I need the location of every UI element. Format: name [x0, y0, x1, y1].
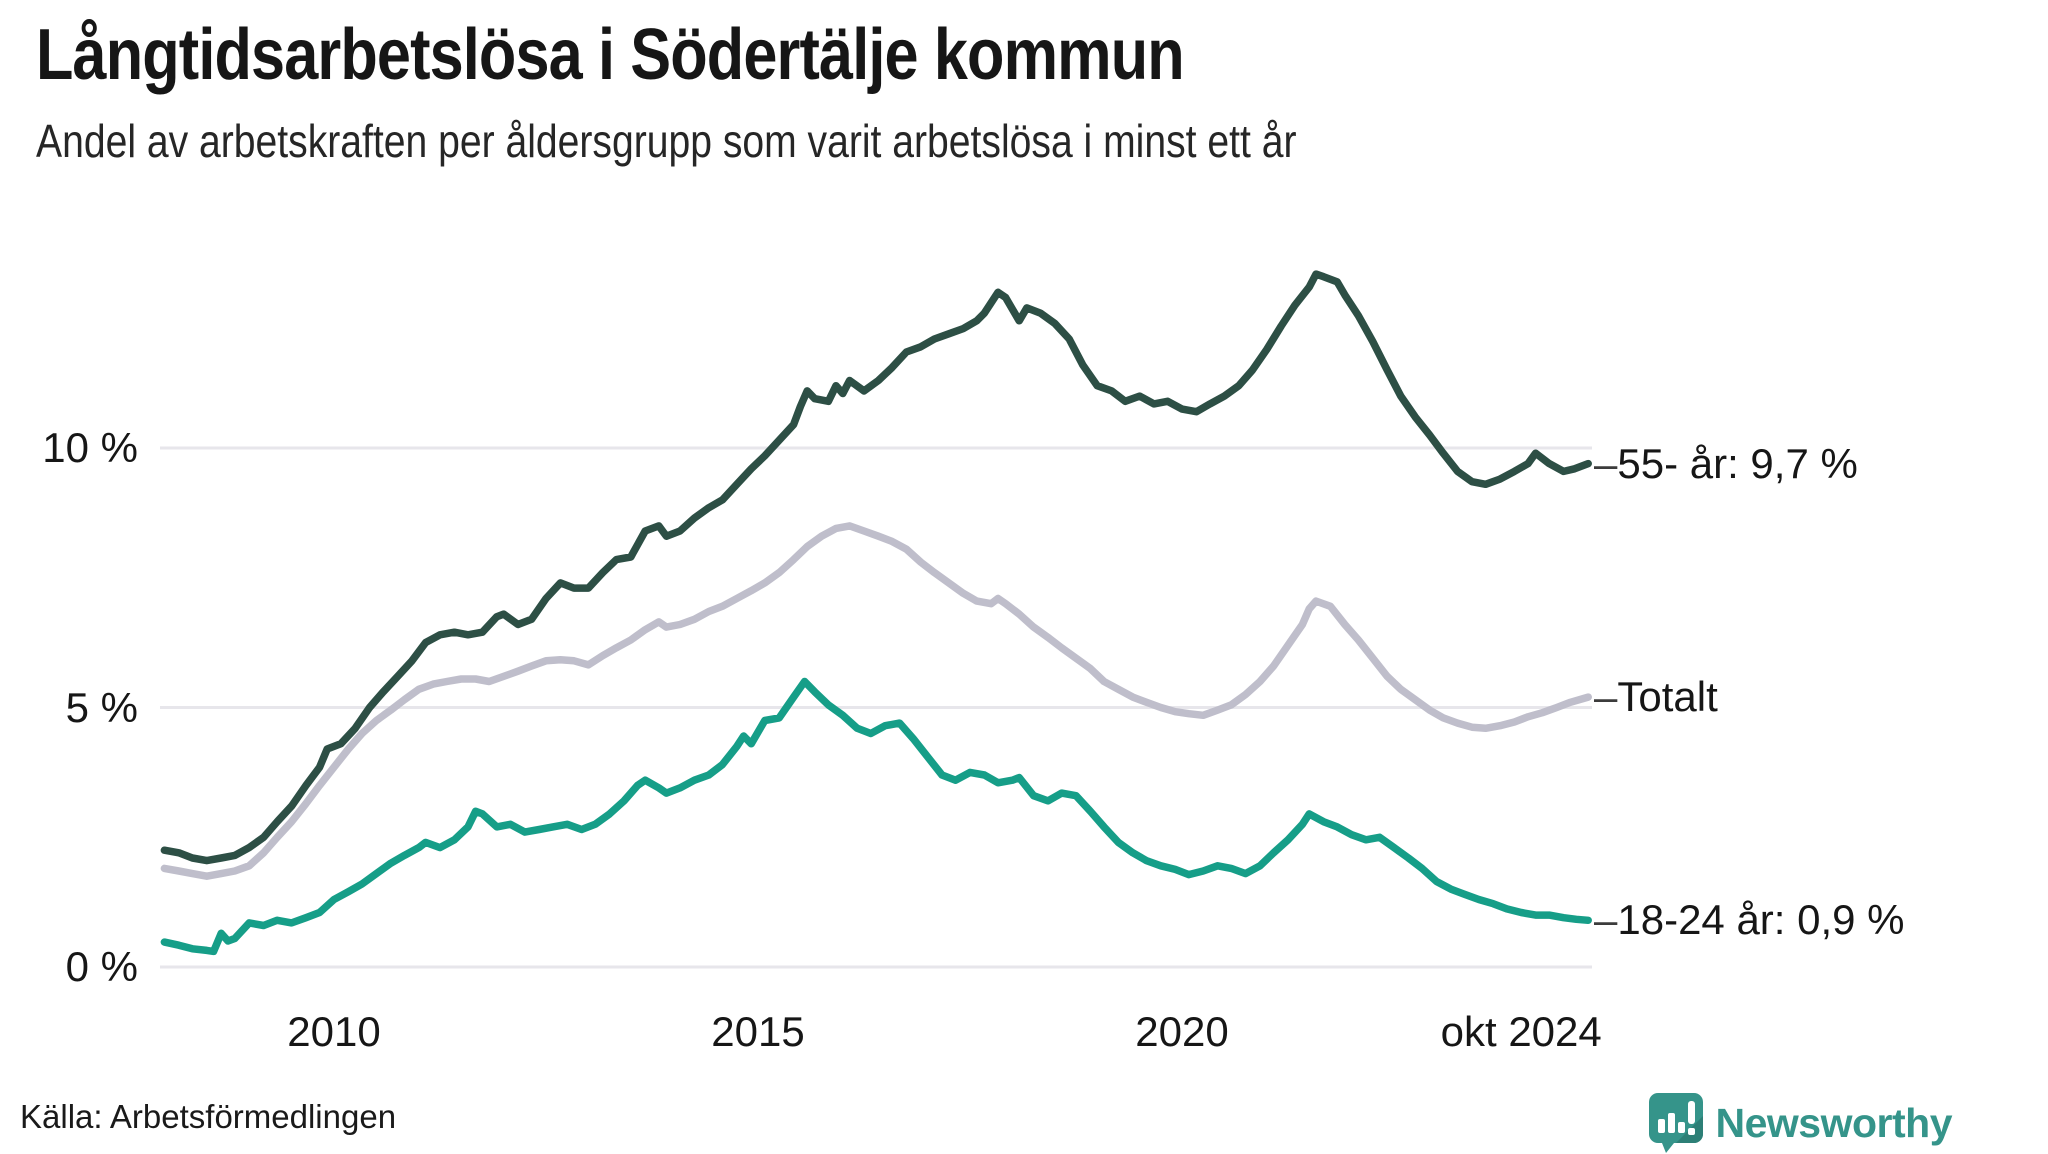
annotation-text: Totalt	[1617, 673, 1718, 721]
series-annotation-18-24-ar: –18-24 år: 0,9 %	[1594, 897, 1905, 943]
series-line-18-24-ar	[160, 677, 1592, 956]
page-title: Långtidsarbetslösa i Södertälje kommun	[36, 15, 1185, 95]
y-axis-tick-5: 5 %	[65, 683, 138, 731]
newsworthy-logo-icon	[1648, 1093, 1703, 1153]
series-annotation-55-ar: –55- år: 9,7 %	[1594, 439, 1858, 487]
source-note: Källa: Arbetsförmedlingen	[20, 1098, 397, 1135]
x-axis-tick-okt-2024: okt 2024	[1440, 1008, 1602, 1055]
x-axis-tick-2015: 2015	[711, 1008, 805, 1055]
x-axis-tick-2020: 2020	[1135, 1008, 1229, 1055]
brand-name: Newsworthy	[1715, 1099, 1953, 1146]
annotation-dash: –	[1594, 673, 1618, 721]
annotation-text: 55- år: 9,7 %	[1617, 439, 1858, 487]
x-axis-tick-2010: 2010	[287, 1008, 381, 1055]
series-line-totalt	[160, 522, 1592, 880]
brand-lockup: Newsworthy	[1648, 1092, 1953, 1154]
y-axis-tick-10: 10 %	[42, 424, 138, 471]
series-line-55-ar	[160, 270, 1592, 865]
chart-subtitle: Andel av arbetskraften per åldersgrupp s…	[36, 115, 1297, 167]
series-annotation-totalt: –Totalt	[1594, 674, 1718, 720]
annotation-text: 18-24 år: 0,9 %	[1617, 896, 1905, 944]
y-axis-tick-0: 0 %	[65, 943, 138, 990]
annotation-dash: –	[1594, 896, 1618, 944]
annotation-dash: –	[1594, 439, 1618, 487]
